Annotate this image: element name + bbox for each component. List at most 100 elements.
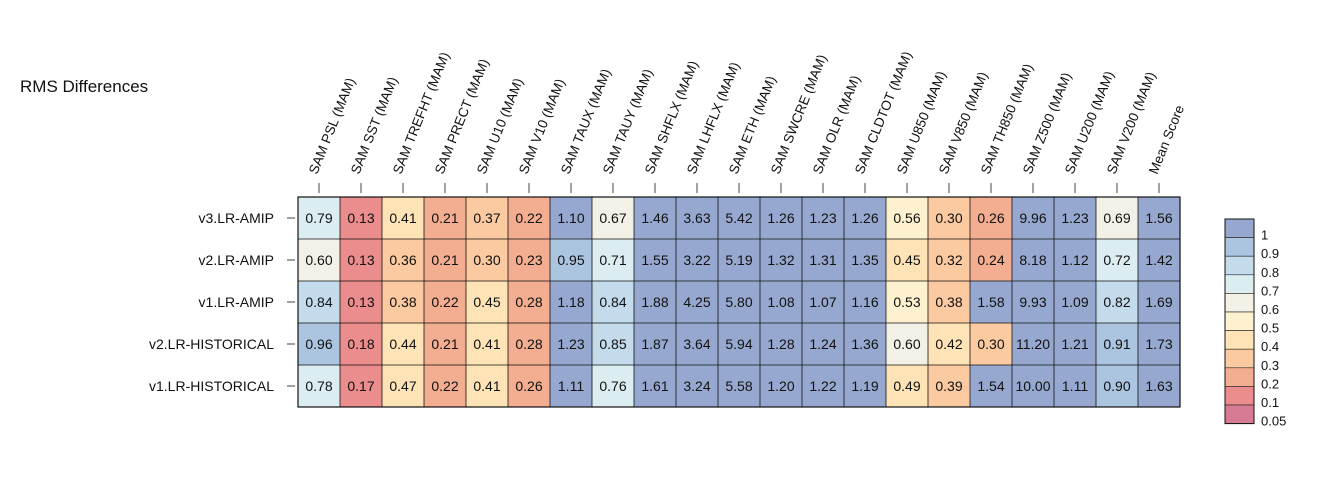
heatmap-cell — [928, 281, 970, 323]
heatmap-cell — [676, 281, 718, 323]
cell-value-label: 1.56 — [1145, 210, 1172, 226]
cell-value-label: 1.07 — [809, 294, 836, 310]
heatmap-cell — [466, 281, 508, 323]
heatmap-cell — [550, 239, 592, 281]
cell-value-label: 0.41 — [473, 336, 500, 352]
cell-value-label: 0.21 — [431, 252, 458, 268]
cell-value-label: 0.56 — [893, 210, 920, 226]
cell-value-label: 10.00 — [1015, 378, 1050, 394]
cell-value-label: 0.45 — [893, 252, 920, 268]
heatmap-cell — [340, 365, 382, 407]
heatmap-cell — [508, 197, 550, 239]
heatmap-cell — [550, 197, 592, 239]
cell-value-label: 0.13 — [347, 252, 374, 268]
cell-value-label: 1.87 — [641, 336, 668, 352]
heatmap-cell — [1012, 239, 1054, 281]
heatmap-cell — [928, 239, 970, 281]
heatmap-cell — [592, 323, 634, 365]
cell-value-label: 1.35 — [851, 252, 878, 268]
colorbar-tick-label: 0.1 — [1261, 395, 1279, 410]
cell-value-label: 0.60 — [893, 336, 920, 352]
cell-value-label: 0.47 — [389, 378, 416, 394]
cell-value-label: 1.11 — [558, 378, 584, 394]
heatmap-cell — [424, 239, 466, 281]
heatmap-cell — [550, 281, 592, 323]
heatmap-cell — [718, 281, 760, 323]
cell-value-label: 5.42 — [725, 210, 752, 226]
heatmap-cell — [970, 365, 1012, 407]
cell-value-label: 1.88 — [641, 294, 668, 310]
cell-value-label: 0.41 — [389, 210, 416, 226]
cell-value-label: 0.21 — [431, 336, 458, 352]
cell-value-label: 1.23 — [809, 210, 836, 226]
heatmap-cell — [928, 197, 970, 239]
heatmap-cell — [298, 323, 340, 365]
heatmap-cell — [508, 323, 550, 365]
cell-value-label: 0.42 — [935, 336, 962, 352]
cell-value-label: 0.38 — [389, 294, 416, 310]
heatmap-cell — [508, 239, 550, 281]
cell-value-label: 0.72 — [1103, 252, 1130, 268]
row-label: v1.LR-HISTORICAL — [149, 378, 274, 394]
heatmap-cell — [634, 365, 676, 407]
heatmap-cell — [718, 197, 760, 239]
cell-value-label: 1.54 — [977, 378, 1004, 394]
heatmap-cell — [1054, 281, 1096, 323]
heatmap-cell — [1012, 323, 1054, 365]
cell-value-label: 1.26 — [767, 210, 794, 226]
heatmap-cell — [298, 239, 340, 281]
cell-value-label: 0.84 — [599, 294, 626, 310]
heatmap-cell — [550, 323, 592, 365]
heatmap-cell — [886, 323, 928, 365]
cell-value-label: 1.32 — [767, 252, 794, 268]
cell-value-label: 0.30 — [935, 210, 962, 226]
cell-value-label: 1.69 — [1145, 294, 1172, 310]
heatmap-cell — [886, 239, 928, 281]
heatmap-cell — [634, 239, 676, 281]
cell-value-label: 1.21 — [1061, 336, 1088, 352]
heatmap-cell — [340, 239, 382, 281]
heatmap-cell — [844, 323, 886, 365]
colorbar-swatch — [1224, 386, 1255, 406]
heatmap-cell — [928, 365, 970, 407]
cell-value-label: 11.20 — [1016, 336, 1050, 352]
heatmap-cell — [550, 365, 592, 407]
cell-value-label: 0.13 — [347, 210, 374, 226]
heatmap-cell — [382, 323, 424, 365]
cell-value-label: 0.91 — [1103, 336, 1130, 352]
cell-value-label: 0.79 — [305, 210, 332, 226]
colorbar-tick-label: 0.6 — [1261, 302, 1279, 317]
heatmap-cell — [760, 365, 802, 407]
cell-value-label: 1.11 — [1062, 378, 1088, 394]
colorbar-tick-label: 0.05 — [1261, 414, 1286, 429]
cell-value-label: 1.61 — [641, 378, 668, 394]
heatmap-cell — [886, 365, 928, 407]
heatmap-cell — [802, 323, 844, 365]
cell-value-label: 0.26 — [515, 378, 542, 394]
heatmap-cell — [760, 323, 802, 365]
cell-value-label: 5.19 — [725, 252, 752, 268]
cell-value-label: 0.76 — [599, 378, 626, 394]
colorbar-swatch — [1224, 237, 1255, 257]
cell-value-label: 0.78 — [305, 378, 332, 394]
heatmap-cell — [424, 365, 466, 407]
heatmap-cell — [508, 281, 550, 323]
cell-value-label: 9.96 — [1019, 210, 1046, 226]
cell-value-label: 0.44 — [389, 336, 416, 352]
cell-value-label: 1.26 — [851, 210, 878, 226]
cell-value-label: 0.49 — [893, 378, 920, 394]
cell-value-label: 1.09 — [1061, 294, 1088, 310]
cell-value-label: 1.31 — [809, 252, 836, 268]
colorbar-swatch — [1224, 274, 1255, 294]
cell-value-label: 1.46 — [641, 210, 668, 226]
heatmap-cell — [508, 365, 550, 407]
cell-value-label: 0.22 — [431, 378, 458, 394]
heatmap-cell — [1054, 323, 1096, 365]
cell-value-label: 1.22 — [809, 378, 836, 394]
cell-value-label: 4.25 — [683, 294, 710, 310]
cell-value-label: 1.42 — [1145, 252, 1172, 268]
cell-value-label: 0.39 — [935, 378, 962, 394]
cell-value-label: 1.55 — [641, 252, 668, 268]
column-label: SAM V10 (MAM) — [516, 77, 568, 177]
cell-value-label: 0.69 — [1103, 210, 1130, 226]
